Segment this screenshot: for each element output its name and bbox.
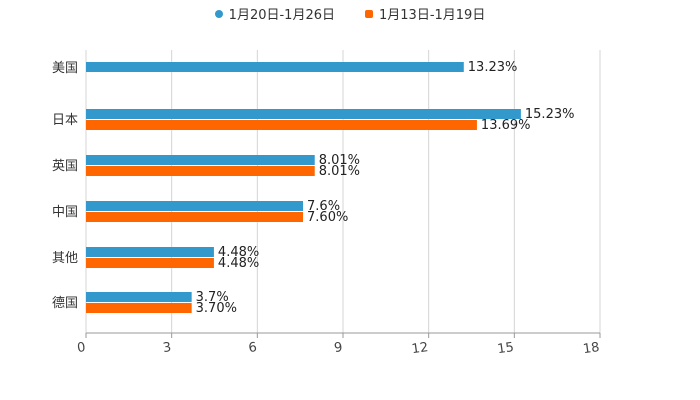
data-label-series-1: 4.48% xyxy=(218,245,259,260)
legend-item-series-2[interactable]: 1月13日-1月19日 xyxy=(365,4,485,23)
x-tick-label: 0 xyxy=(76,340,86,356)
x-tick-label: 18 xyxy=(582,340,600,357)
data-label-series-2: 3.70% xyxy=(196,301,237,316)
data-label-series-1: 3.7% xyxy=(196,290,229,305)
bar-series-2 xyxy=(86,258,214,268)
category-label: 日本 xyxy=(52,113,78,128)
bar-series-1 xyxy=(86,62,464,72)
bar-series-2 xyxy=(86,120,477,130)
data-label-series-1: 8.01% xyxy=(319,153,360,168)
legend-label-series-2: 1月13日-1月19日 xyxy=(379,8,486,23)
data-label-series-1: 15.23% xyxy=(525,107,575,122)
data-label-series-2: 7.60% xyxy=(307,210,348,225)
data-label-series-1: 7.6% xyxy=(307,199,340,214)
x-tick-label: 12 xyxy=(411,340,429,357)
category-label: 英国 xyxy=(52,159,78,174)
bar-series-1 xyxy=(86,155,315,165)
data-label-series-2: 13.69% xyxy=(481,118,531,133)
category-label: 德国 xyxy=(52,296,78,311)
category-label: 其他 xyxy=(52,251,78,266)
legend: 1月20日-1月26日 1月13日-1月19日 xyxy=(0,4,700,23)
legend-label-series-1: 1月20日-1月26日 xyxy=(228,8,335,23)
legend-swatch-series-1-icon xyxy=(214,9,223,18)
bar-series-2 xyxy=(86,303,192,313)
bar-series-1 xyxy=(86,247,214,257)
x-tick-label: 6 xyxy=(248,340,258,356)
bar-series-1 xyxy=(86,292,192,302)
bar-series-1 xyxy=(86,109,521,119)
x-tick-label: 9 xyxy=(333,340,343,356)
data-label-series-1: 13.23% xyxy=(468,60,518,75)
x-tick-label: 15 xyxy=(496,340,514,357)
bar-series-2 xyxy=(86,166,315,176)
data-label-series-2: 4.48% xyxy=(218,256,259,271)
data-label-series-2: 8.01% xyxy=(319,164,360,179)
category-label: 中国 xyxy=(52,205,78,220)
legend-swatch-series-2-icon xyxy=(365,9,373,18)
x-tick-label: 3 xyxy=(162,340,172,356)
bar-series-2 xyxy=(86,212,304,222)
category-label: 美国 xyxy=(52,61,78,76)
legend-item-series-1[interactable]: 1月20日-1月26日 xyxy=(214,4,335,23)
bar-series-1 xyxy=(86,201,304,211)
